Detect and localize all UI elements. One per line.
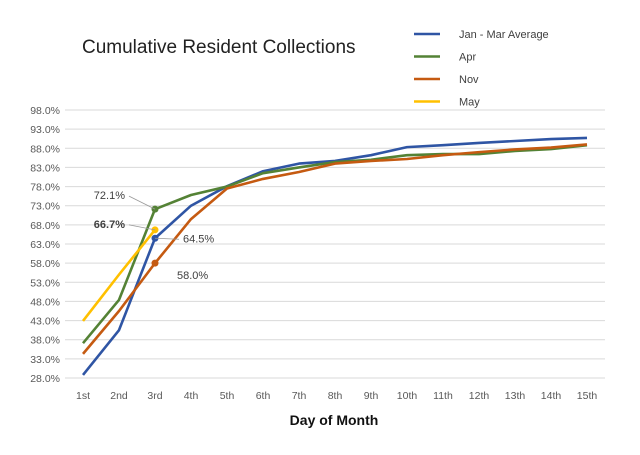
x-tick-label: 6th (256, 390, 271, 402)
data-point-marker (151, 259, 159, 267)
data-label: 58.0% (177, 270, 208, 282)
x-tick-label: 14th (541, 390, 562, 402)
data-label: 66.7% (94, 219, 125, 231)
y-tick-label: 43.0% (30, 316, 60, 328)
legend-label: Jan - Mar Average (459, 29, 549, 41)
series-line-may (81, 229, 157, 322)
x-tick-label: 12th (469, 390, 490, 402)
x-tick-label: 5th (220, 390, 235, 402)
x-tick-label: 15th (577, 390, 598, 402)
y-tick-label: 73.0% (30, 201, 60, 213)
y-tick-label: 88.0% (30, 143, 60, 155)
x-tick-label: 9th (364, 390, 379, 402)
y-tick-label: 28.0% (30, 373, 60, 385)
chart-title: Cumulative Resident Collections (82, 37, 356, 58)
y-tick-label: 38.0% (30, 335, 60, 347)
x-tick-label: 3rd (147, 390, 162, 402)
y-tick-label: 93.0% (30, 124, 60, 136)
legend-label: May (459, 97, 480, 109)
x-tick-label: 11th (433, 390, 453, 402)
leader-line (128, 224, 156, 231)
x-tick-label: 4th (184, 390, 199, 402)
y-tick-label: 68.0% (30, 220, 60, 232)
y-tick-label: 63.0% (30, 239, 60, 251)
leader-line (128, 195, 156, 210)
data-label: 72.1% (94, 190, 125, 202)
y-tick-label: 53.0% (30, 277, 60, 289)
x-tick-label: 1st (76, 390, 90, 402)
series-line-apr (82, 143, 588, 344)
x-axis-label: Day of Month (290, 412, 379, 428)
x-tick-label: 10th (397, 390, 418, 402)
x-tick-label: 2nd (110, 390, 128, 402)
x-tick-label: 13th (505, 390, 526, 402)
data-label: 64.5% (183, 233, 214, 245)
y-tick-label: 83.0% (30, 162, 60, 174)
y-tick-label: 98.0% (30, 105, 60, 117)
y-tick-label: 48.0% (30, 296, 60, 308)
legend-label: Apr (459, 52, 476, 64)
x-tick-label: 8th (328, 390, 343, 402)
legend-label: Nov (459, 74, 479, 86)
leader-line (154, 237, 180, 240)
series-line-nov (82, 143, 588, 355)
y-tick-label: 78.0% (30, 182, 60, 194)
y-tick-label: 58.0% (30, 258, 60, 270)
y-tick-label: 33.0% (30, 354, 60, 366)
x-tick-label: 7th (292, 390, 307, 402)
